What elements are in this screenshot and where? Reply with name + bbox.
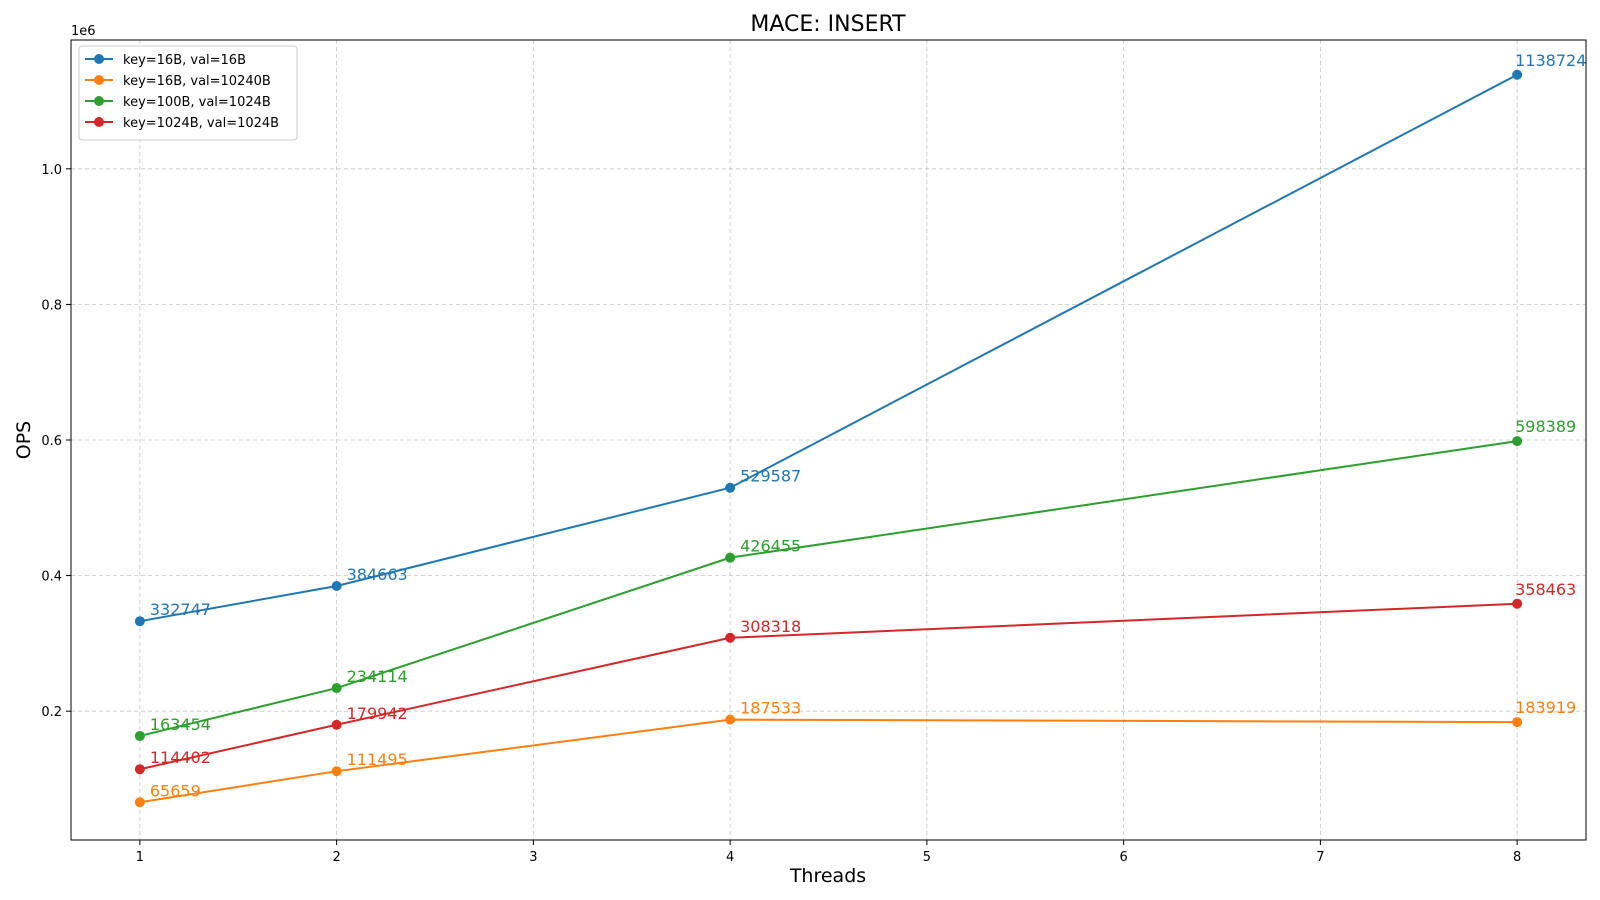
data-label: 358463 xyxy=(1515,580,1576,599)
data-point xyxy=(725,552,736,563)
x-tick-label: 4 xyxy=(726,850,734,865)
series: 332747 384663 529587 1138724 xyxy=(134,51,1586,627)
data-label: 234114 xyxy=(347,667,408,686)
x-tick-label: 8 xyxy=(1513,850,1521,865)
data-point xyxy=(1512,717,1523,728)
legend-label: key=1024B, val=1024B xyxy=(123,116,279,131)
data-label: 187533 xyxy=(740,699,801,718)
data-label: 111495 xyxy=(347,750,408,769)
legend-marker xyxy=(94,54,104,64)
legend-box xyxy=(78,45,298,141)
grid xyxy=(71,40,1586,840)
legend-label: key=16B, val=10240B xyxy=(123,74,271,89)
data-label: 384663 xyxy=(347,565,408,584)
x-tick-label: 6 xyxy=(1119,850,1127,865)
series-line xyxy=(139,602,1518,771)
data-label: 598389 xyxy=(1515,417,1576,436)
y-tick-label: 0.4 xyxy=(41,570,62,585)
data-label: 426455 xyxy=(740,537,801,556)
legend: key=16B, val=16B key=16B, val=10240B key=1… xyxy=(78,45,298,141)
data-label: 163454 xyxy=(150,715,211,734)
data-point xyxy=(331,580,342,591)
chart-title: MACE: INSERT xyxy=(750,12,906,37)
data-label: 114402 xyxy=(150,748,211,767)
series-layer: 332747 384663 529587 1138724 65659 111495 1875… xyxy=(134,51,1586,808)
legend-marker xyxy=(94,96,104,106)
y-axis-label: OPS xyxy=(13,421,35,459)
data-point xyxy=(134,797,145,808)
legend-label: key=100B, val=1024B xyxy=(123,95,271,110)
data-label: 332747 xyxy=(150,600,211,619)
data-label: 529587 xyxy=(740,467,801,486)
x-axis-label: Threads xyxy=(789,865,866,887)
data-point xyxy=(725,482,736,493)
data-point xyxy=(1512,69,1523,80)
y-tick-label: 0.2 xyxy=(41,705,62,720)
y-tick-label: 1.0 xyxy=(41,163,62,178)
series: 114402 179942 308318 358463 xyxy=(134,580,1576,775)
data-point xyxy=(725,632,736,643)
legend-item: key=16B, val=10240B xyxy=(85,74,271,89)
series-line xyxy=(139,73,1518,623)
x-tick-label: 7 xyxy=(1316,850,1324,865)
data-point xyxy=(1512,436,1523,447)
data-point xyxy=(331,766,342,777)
legend-marker xyxy=(94,75,104,85)
data-label: 65659 xyxy=(150,781,201,800)
data-label: 179942 xyxy=(347,704,408,723)
data-point xyxy=(134,616,145,627)
legend-item: key=16B, val=16B xyxy=(85,53,246,68)
y-tick-label: 0.6 xyxy=(41,434,62,449)
legend-marker xyxy=(94,117,104,127)
legend-item: key=1024B, val=1024B xyxy=(85,116,279,131)
legend-label: key=16B, val=16B xyxy=(123,53,246,68)
series-line xyxy=(139,718,1518,804)
x-tick-label: 3 xyxy=(529,850,537,865)
y-offset-label: 1e6 xyxy=(71,24,96,39)
data-label: 308318 xyxy=(740,617,801,636)
series: 65659 111495 187533 183919 xyxy=(134,698,1576,808)
data-point xyxy=(134,764,145,775)
data-point xyxy=(1512,598,1523,609)
data-point xyxy=(725,714,736,725)
legend-item: key=100B, val=1024B xyxy=(85,95,271,110)
x-tick-label: 2 xyxy=(332,850,340,865)
data-label: 183919 xyxy=(1515,698,1576,717)
y-tick-label: 0.8 xyxy=(41,298,62,313)
series-line xyxy=(139,440,1518,737)
data-point xyxy=(134,730,145,741)
x-tick-label: 5 xyxy=(923,850,931,865)
ticks: 1 2 3 4 5 6 7 8 0.2 0.4 0.6 0.8 1.0 xyxy=(41,163,1521,865)
data-point xyxy=(331,719,342,730)
data-point xyxy=(331,683,342,694)
x-tick-label: 1 xyxy=(136,850,144,865)
series: 163454 234114 426455 598389 xyxy=(134,417,1576,741)
data-label: 1138724 xyxy=(1515,51,1586,70)
